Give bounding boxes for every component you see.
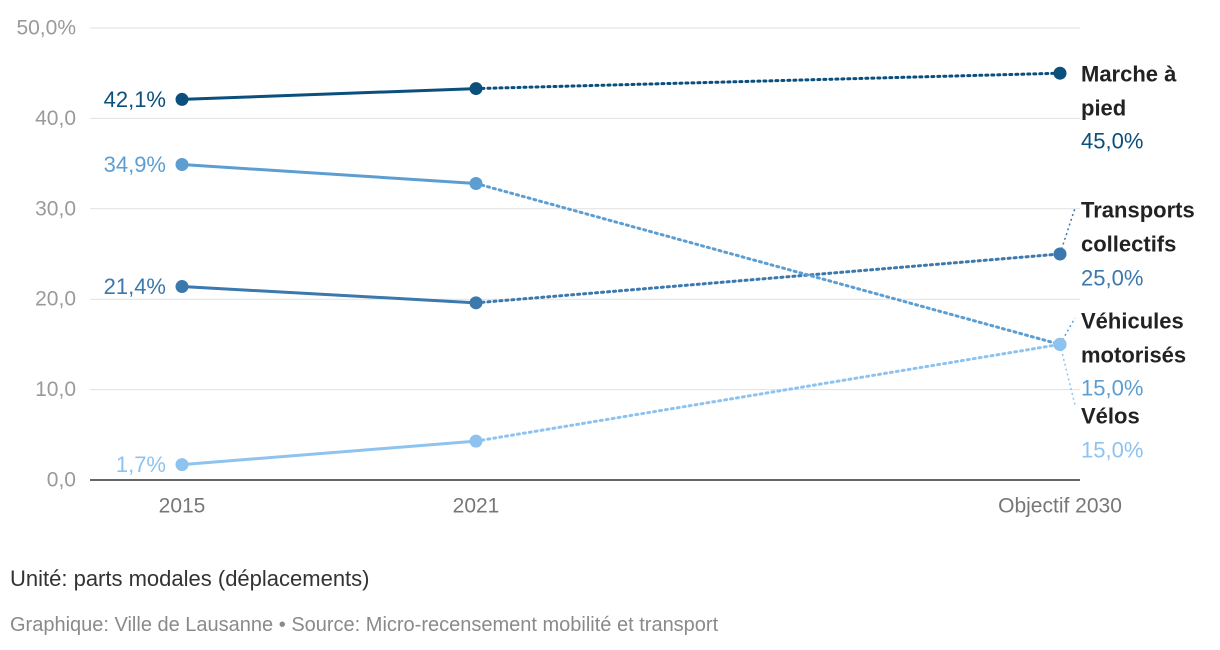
separator-dot: • — [278, 614, 286, 636]
series-name-label: Transports — [1081, 198, 1195, 223]
leader-lines — [1059, 207, 1076, 406]
series-line-observed — [181, 439, 477, 467]
y-tick-label: 30,0 — [35, 197, 76, 220]
series-name-label: motorisés — [1081, 343, 1186, 368]
line-chart: 50,0% 40,0 30,0 20,0 10,0 0,0 2015 2021 Objecti… — [16, 17, 1195, 518]
series-name-label: Vélos — [1081, 404, 1140, 429]
data-point — [1053, 247, 1067, 261]
y-tick-label: 10,0 — [35, 378, 76, 401]
data-point — [469, 296, 483, 310]
x-tick-label: Objectif 2030 — [998, 495, 1122, 518]
series-line-target — [474, 181, 1062, 346]
y-tick-label: 50,0% — [16, 17, 76, 40]
series-points — [175, 66, 1067, 472]
source-credit: Graphique: Ville de Lausanne • Source: M… — [10, 614, 718, 637]
data-point — [1053, 66, 1067, 80]
series-name-label: Marche à — [1081, 62, 1177, 87]
series-name-label: collectifs — [1081, 232, 1176, 257]
series-line-target — [474, 342, 1062, 443]
series-name-label: Véhicules — [1081, 309, 1184, 334]
series-line-observed — [181, 163, 477, 185]
start-value-label: 42,1% — [104, 87, 166, 112]
series-line-observed — [181, 285, 477, 305]
gridlines — [90, 27, 1080, 481]
source-text: Source: Micro-recensement mobilité et tr… — [291, 614, 719, 636]
data-point — [469, 434, 483, 448]
data-point — [469, 82, 483, 96]
end-value-label: 45,0% — [1081, 129, 1143, 154]
end-value-label: 25,0% — [1081, 266, 1143, 291]
data-point — [469, 176, 483, 190]
data-point — [175, 92, 189, 106]
leader-line — [1059, 207, 1076, 255]
x-tick-label: 2015 — [159, 495, 206, 518]
data-point — [1053, 337, 1067, 351]
x-axis-tick-labels: 2015 2021 Objectif 2030 — [159, 495, 1122, 518]
series-line-target — [474, 71, 1062, 91]
data-labels: 42,1% Marche à pied 45,0% 21,4% Transports col… — [104, 62, 1195, 478]
credit-text: Graphique: Ville de Lausanne — [10, 614, 274, 636]
series-line-observed — [181, 87, 477, 101]
leader-line — [1059, 344, 1076, 406]
data-point — [175, 280, 189, 294]
series-name-label: pied — [1081, 96, 1126, 121]
data-point — [175, 458, 189, 472]
series-line-target — [474, 252, 1062, 305]
end-value-label: 15,0% — [1081, 438, 1143, 463]
start-value-label: 34,9% — [104, 152, 166, 177]
start-value-label: 21,4% — [104, 274, 166, 299]
start-value-label: 1,7% — [116, 452, 166, 477]
unit-note: Unité: parts modales (déplacements) — [10, 566, 370, 591]
x-tick-label: 2021 — [453, 495, 500, 518]
y-tick-label: 0,0 — [47, 469, 76, 492]
data-point — [175, 158, 189, 172]
y-axis-tick-labels: 50,0% 40,0 30,0 20,0 10,0 0,0 — [16, 17, 76, 492]
y-tick-label: 40,0 — [35, 107, 76, 130]
end-value-label: 15,0% — [1081, 376, 1143, 401]
y-tick-label: 20,0 — [35, 288, 76, 311]
series-lines — [181, 71, 1062, 467]
